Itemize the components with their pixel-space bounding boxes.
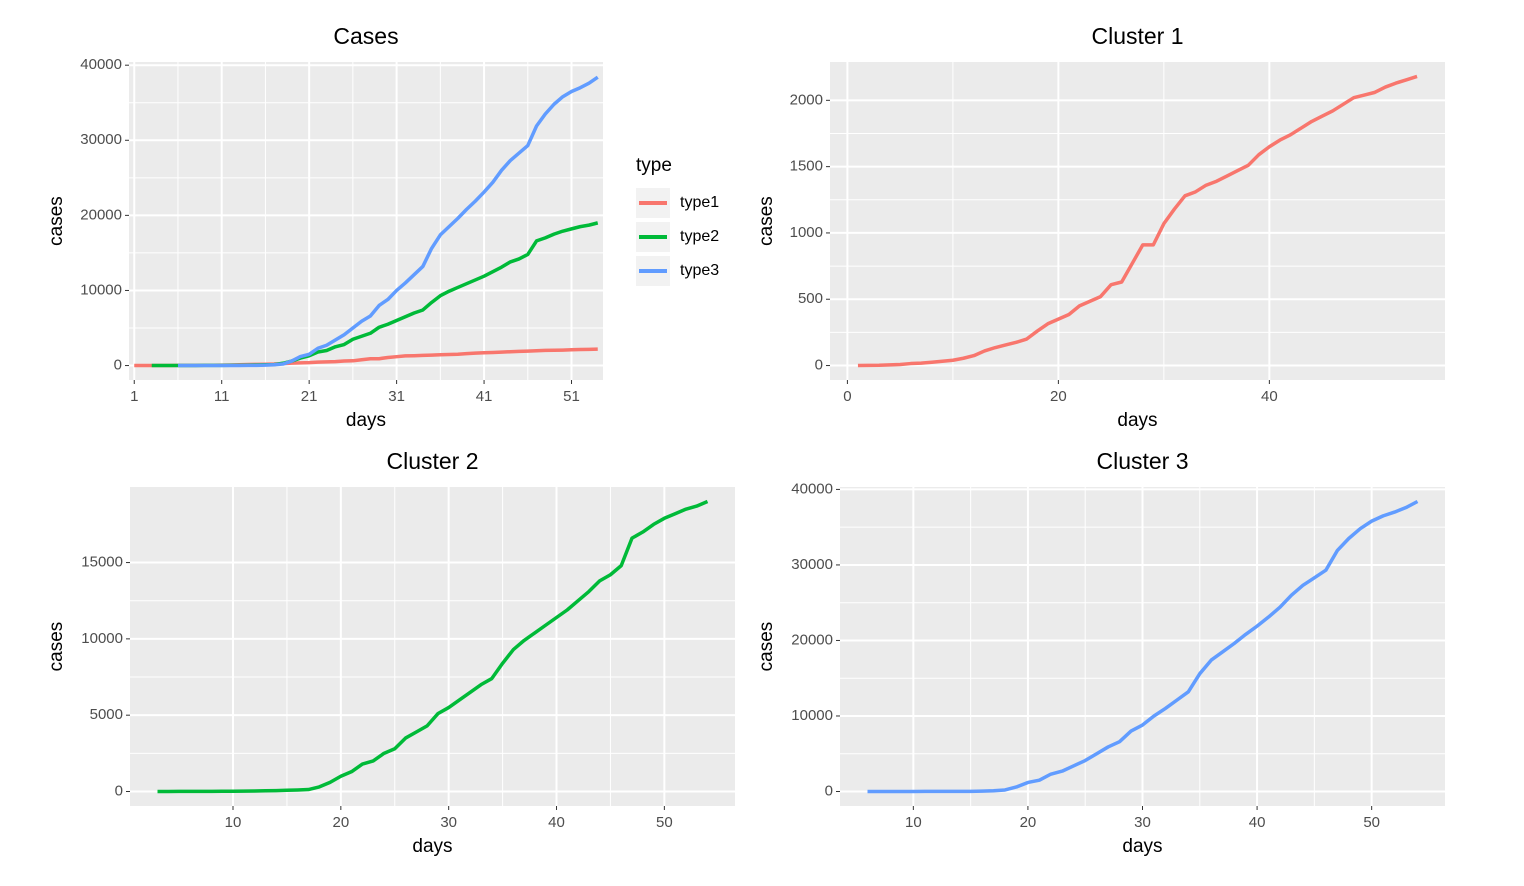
y-tick-label: 20000 [80, 206, 122, 223]
x-tick-label: 20 [1020, 814, 1037, 831]
x-tick-label: 40 [1261, 388, 1278, 405]
x-tick-label: 20 [332, 814, 349, 831]
y-tick-label: 1500 [790, 158, 823, 175]
x-tick-label: 30 [1134, 814, 1151, 831]
x-axis-label: days [412, 836, 452, 857]
x-tick-label: 21 [301, 388, 318, 405]
y-axis-label: cases [46, 622, 67, 672]
y-tick-label: 1000 [790, 224, 823, 241]
y-tick-label: 20000 [791, 631, 833, 648]
legend-title: type [636, 155, 672, 176]
legend-label: type3 [680, 262, 719, 279]
x-tick-label: 51 [563, 388, 580, 405]
y-tick-label: 0 [815, 357, 823, 374]
y-tick-label: 30000 [80, 131, 122, 148]
y-tick-label: 500 [798, 290, 823, 307]
legend-label: type1 [680, 194, 719, 211]
y-axis-label: cases [756, 622, 777, 672]
y-tick-label: 0 [825, 782, 833, 799]
chart-title: Cluster 1 [1091, 23, 1183, 49]
y-tick-label: 5000 [90, 706, 123, 723]
plot-background [830, 62, 1445, 380]
y-tick-label: 15000 [81, 554, 123, 571]
y-tick-label: 10000 [81, 630, 123, 647]
y-tick-label: 2000 [790, 91, 823, 108]
data-line [857, 74, 1418, 368]
x-tick-label: 10 [905, 814, 922, 831]
x-axis-label: days [346, 410, 386, 431]
chart-title: Cluster 3 [1096, 448, 1188, 474]
y-tick-label: 30000 [791, 556, 833, 573]
x-axis-label: days [1122, 836, 1162, 857]
x-tick-label: 20 [1050, 388, 1067, 405]
x-tick-label: 1 [130, 388, 138, 405]
x-tick-label: 0 [843, 388, 851, 405]
x-tick-label: 41 [476, 388, 493, 405]
x-axis-label: days [1117, 410, 1157, 431]
x-tick-label: 40 [548, 814, 565, 831]
y-tick-label: 40000 [80, 56, 122, 73]
data-line [867, 499, 1419, 794]
y-tick-label: 10000 [791, 707, 833, 724]
y-tick-label: 40000 [791, 480, 833, 497]
x-tick-label: 50 [1363, 814, 1380, 831]
data-line [177, 75, 599, 368]
x-tick-label: 30 [440, 814, 457, 831]
legend-label: type2 [680, 228, 719, 245]
x-tick-label: 40 [1249, 814, 1266, 831]
plot-background [130, 487, 735, 806]
y-tick-label: 0 [115, 782, 123, 799]
data-line [157, 499, 709, 794]
plot-background [129, 62, 603, 380]
x-tick-label: 31 [388, 388, 405, 405]
y-tick-label: 10000 [80, 281, 122, 298]
chart-title: Cases [333, 23, 398, 49]
x-tick-label: 11 [214, 388, 230, 405]
y-tick-label: 0 [114, 357, 122, 374]
chart-title: Cluster 2 [386, 448, 478, 474]
x-tick-label: 50 [656, 814, 673, 831]
x-tick-label: 10 [225, 814, 242, 831]
y-axis-label: cases [756, 196, 777, 246]
y-axis-label: cases [46, 196, 67, 246]
